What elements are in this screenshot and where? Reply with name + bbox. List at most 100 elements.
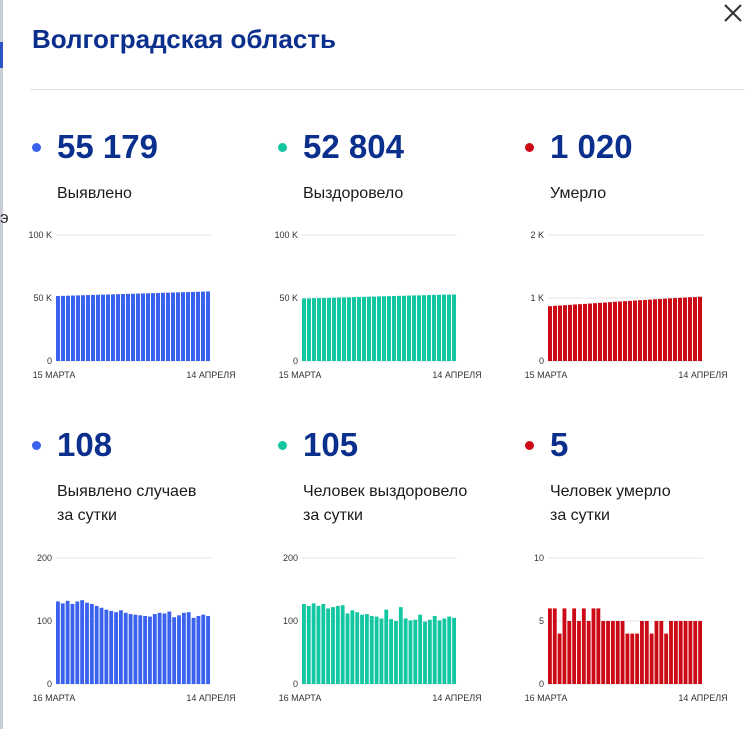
stat-label-line1: Выявлено случаев (57, 483, 197, 500)
chart-daily-cases: 0 100 200 16 МАРТА 14 АПРЕЛЯ (33, 553, 236, 703)
bar (56, 295, 60, 361)
bar (96, 294, 100, 361)
bar (118, 610, 123, 684)
bar (146, 293, 150, 361)
bar (141, 293, 145, 361)
bar (133, 614, 138, 684)
bar (322, 297, 326, 361)
bar (417, 295, 421, 361)
x-tick-label-start: 16 МАРТА (279, 693, 322, 703)
bar (669, 621, 673, 684)
bar (442, 618, 447, 684)
bar (663, 298, 667, 361)
chart-total-recovered: 0 50 K 100 K 15 МАРТА 14 АПРЕЛЯ (274, 230, 481, 380)
bar (181, 292, 185, 361)
bar (423, 621, 427, 684)
bar (625, 633, 630, 684)
bar (563, 305, 567, 361)
stat-label-line2: за сутки (550, 507, 610, 524)
bar (581, 608, 586, 684)
y-tick-label: 100 K (28, 230, 52, 240)
bar (606, 621, 610, 684)
bar (553, 305, 557, 361)
bar (678, 621, 683, 684)
bar (673, 298, 677, 361)
bar (593, 303, 597, 361)
recovered-dot-icon (278, 441, 287, 450)
bar (384, 609, 389, 684)
bar (106, 294, 110, 361)
bar (562, 608, 567, 684)
bar (143, 615, 148, 684)
bar (128, 614, 133, 684)
bar (191, 291, 195, 361)
bar (394, 621, 398, 684)
bar (302, 298, 306, 361)
bar (693, 621, 698, 684)
bar (668, 298, 672, 361)
bar (583, 303, 587, 361)
bar (131, 293, 135, 361)
bar (620, 621, 625, 684)
modal-edge-accent (0, 42, 3, 68)
bar (104, 609, 109, 684)
bar (364, 614, 369, 684)
bar (392, 296, 396, 361)
chart-total-deaths: 0 1 K 2 K 15 МАРТА 14 АПРЕЛЯ (525, 230, 728, 380)
bar (618, 301, 622, 361)
y-tick-label: 2 K (530, 230, 544, 240)
cases-dot-icon (32, 441, 41, 450)
bar (653, 299, 657, 361)
bar (111, 294, 115, 361)
bar (75, 601, 80, 684)
bar (407, 295, 411, 361)
bar (591, 608, 596, 684)
stat-label-line1: Человек умерло (550, 483, 671, 500)
bar (648, 299, 652, 361)
y-tick-label: 0 (293, 356, 298, 366)
bar (152, 614, 157, 684)
bar (116, 294, 120, 361)
bar (688, 297, 692, 361)
bar (567, 621, 572, 684)
bar (601, 621, 606, 684)
bar (613, 301, 617, 361)
stat-number: 55 179 (57, 128, 158, 165)
bar (603, 302, 607, 361)
close-icon[interactable] (722, 2, 744, 24)
x-tick-label-start: 15 МАРТА (279, 370, 322, 380)
bar (65, 600, 70, 684)
bar (683, 297, 687, 361)
bar (452, 294, 456, 361)
stat-number: 1 020 (550, 128, 633, 165)
bar (306, 605, 311, 684)
stat-label: Человек выздоровело за сутки (303, 480, 503, 528)
x-tick-label-start: 15 МАРТА (525, 370, 568, 380)
bar (186, 612, 191, 684)
bar (548, 608, 552, 684)
y-tick-label: 100 K (274, 230, 298, 240)
header-divider (30, 89, 745, 90)
bar (427, 619, 432, 684)
bar (317, 298, 321, 361)
chart-daily-deaths: 0 5 10 16 МАРТА 14 АПРЕЛЯ (525, 553, 728, 703)
bar (86, 295, 90, 361)
bar (413, 619, 418, 684)
page-title: Волгоградская область (32, 24, 337, 54)
bar (630, 633, 635, 684)
bar (342, 297, 346, 361)
bar (311, 603, 316, 684)
bar (558, 305, 562, 361)
y-tick-label: 0 (47, 356, 52, 366)
stat-number: 52 804 (303, 128, 404, 165)
bar (635, 633, 640, 684)
x-tick-label-end: 14 АПРЕЛЯ (678, 693, 727, 703)
bar (123, 612, 128, 684)
bar (372, 296, 376, 361)
bar (94, 605, 99, 684)
x-tick-label-end: 14 АПРЕЛЯ (186, 370, 235, 380)
stat-label-line2: за сутки (303, 507, 363, 524)
bar (331, 607, 335, 684)
chart-total-cases: 0 50 K 100 K 15 МАРТА 14 АПРЕЛЯ (28, 230, 235, 380)
bar (596, 608, 601, 684)
